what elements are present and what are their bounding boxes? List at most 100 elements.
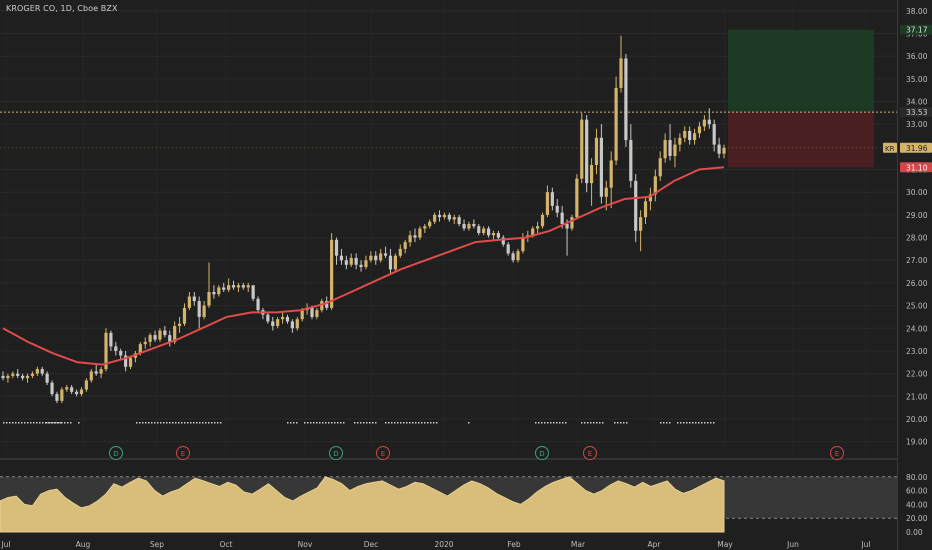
signal-dot [415,422,417,424]
candle-body [418,228,422,238]
candle-body [678,137,682,145]
candle-body [177,323,182,327]
signal-dot [64,422,66,424]
candle-body [128,357,133,367]
signal-dot [154,422,156,424]
candle-body [536,226,540,229]
candle-body [6,375,10,379]
candle-body [467,223,471,229]
candle-body [50,382,54,395]
signal-dot [220,422,222,424]
candle-body [60,389,64,401]
signal-dot [169,422,171,424]
level-price-label-bg [900,107,932,118]
time-tick-label: Jul [860,540,870,549]
signal-dot [175,422,177,424]
signal-dot [666,422,668,424]
candle-body [89,371,93,381]
signal-dot [136,422,138,424]
time-tick-label: May [717,540,733,549]
candle-body [722,147,726,154]
candle-body [320,301,324,311]
candle-body [325,301,329,308]
signal-dot [713,422,715,424]
signal-dot [343,422,345,424]
candle-body [74,391,79,395]
candle-body [383,253,388,256]
signal-dot [418,422,420,424]
symbol-tag: KR [885,145,895,153]
event-label: D [333,450,338,458]
candle-body [398,248,402,256]
candle-body [295,319,299,329]
candle-body [11,373,15,376]
candle-body [45,373,49,383]
candle-body [707,119,711,125]
candle-body [330,239,334,308]
price-tick-label: 33.00 [906,120,928,129]
candle-body [423,226,427,229]
level-price-label: 33.53 [906,108,928,117]
candle-body [477,226,481,234]
signal-dot [710,422,712,424]
signal-dot [142,422,144,424]
signal-dot [290,422,292,424]
signal-dot [293,422,295,424]
signal-dot [704,422,706,424]
price-tick-label: 25.00 [906,302,928,311]
candle-body [496,233,500,238]
candle-body [442,214,447,218]
candle-body [452,217,456,220]
signal-dot [181,422,183,424]
signal-dot [187,422,189,424]
signal-dot [559,422,561,424]
signal-dot [433,422,435,424]
signal-dot [334,422,336,424]
candle-body [619,58,623,88]
candle-body [570,217,574,229]
candle-body [124,355,128,367]
price-tick-label: 28.00 [906,234,928,243]
oscillator-tick-label: 0.00 [906,528,923,537]
candle-body [280,316,285,320]
candle-body [315,310,319,317]
signal-dot [313,422,315,424]
profit-zone [728,29,874,113]
price-tick-label: 30.00 [906,188,928,197]
candle-body [589,165,594,184]
candle-body [334,239,339,256]
candle-body [182,307,187,324]
candle-body [575,178,579,218]
price-tick-label: 38.00 [906,7,928,16]
candle-body [359,264,363,268]
candle-body [70,387,74,392]
candle-body [658,158,662,177]
target-price-label: 37.17 [906,26,928,35]
signal-dot [51,422,53,424]
candle-body [545,192,550,215]
candle-body [491,233,496,236]
candle-body [379,253,383,261]
dividend-marker [535,446,549,460]
signal-dot [58,422,60,424]
symbol-tag-bg [883,142,897,153]
candle-body [413,235,417,238]
candle-body [604,187,608,197]
candle-body [643,201,648,218]
candle-body [30,373,35,376]
oscillator-tick-label: 40.00 [906,500,928,509]
candle-body [560,212,564,224]
signal-dot [614,422,616,424]
time-axis: Jul Aug Sep Oct Nov Dec 2020 Feb Mar Apr May Jun Jul [0,540,870,549]
signal-dot [553,422,555,424]
signal-dot [340,422,342,424]
signal-dot [193,422,195,424]
signal-dot [424,422,426,424]
signal-dot [394,422,396,424]
candle-body [486,228,491,236]
candle-body [207,291,211,306]
signal-dot [316,422,318,424]
candle-body [457,217,461,224]
